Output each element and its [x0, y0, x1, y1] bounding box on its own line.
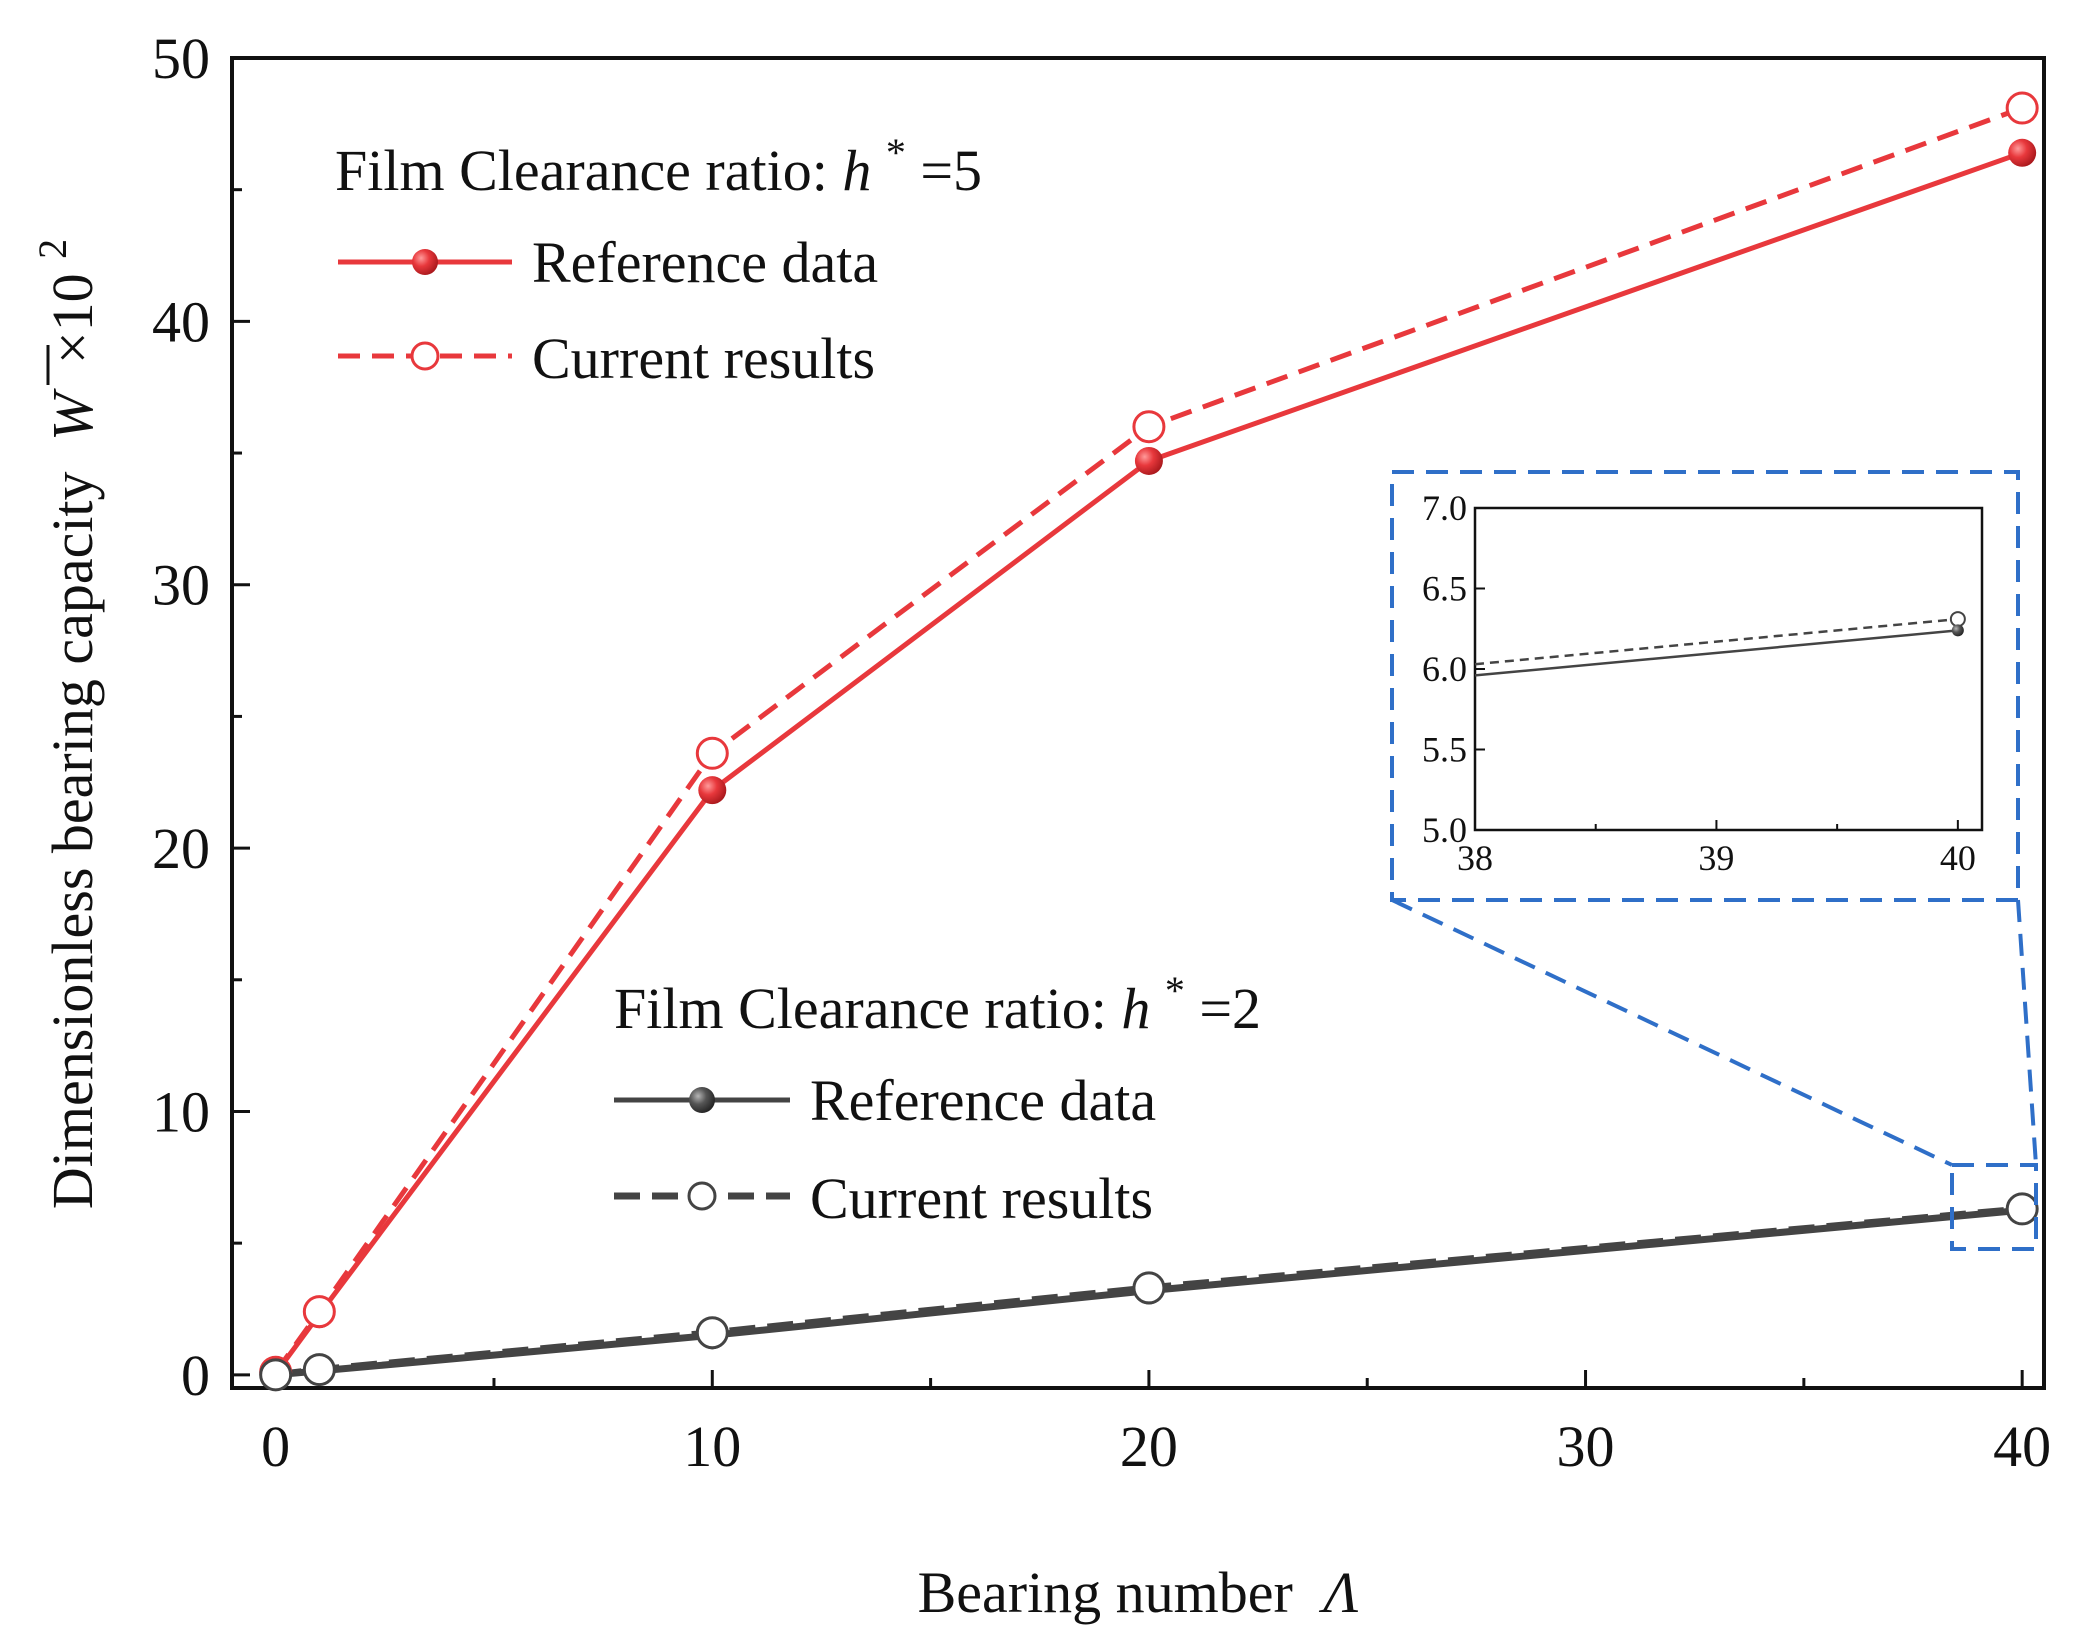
series-1-point: [2005, 91, 2039, 125]
legend-h5-title-symbol: h: [842, 138, 871, 203]
inset-x-tick-label: 38: [1457, 838, 1493, 878]
y-tick-label: 30: [152, 553, 210, 618]
legend-h2-ref-label: Reference data: [810, 1068, 1156, 1133]
legend-h5-title-value: =5: [920, 138, 982, 203]
series-3-point: [1132, 1271, 1166, 1305]
x-axis-label: Bearing number Λ: [918, 1560, 1359, 1625]
inset-outer-frame: [1390, 470, 2020, 902]
legend-h5-ref-marker: [412, 249, 438, 275]
series-3-point: [2005, 1192, 2039, 1226]
inset-series-0-point: [1951, 624, 1964, 637]
y-tick-label: 20: [152, 816, 210, 881]
inset-series-group: [1474, 611, 1966, 677]
legend-h2-title-text: Film Clearance ratio:: [614, 976, 1121, 1041]
legend-h2-ref-marker: [689, 1087, 715, 1113]
plot-frame: [230, 56, 2046, 1390]
series-0-point: [2008, 138, 2037, 167]
series-0-point: [1134, 446, 1163, 475]
x-axis-label-text: Bearing number: [918, 1560, 1293, 1625]
legend-h2-cur-marker: [687, 1181, 717, 1211]
inset-y-tick-label: 6.0: [1422, 649, 1467, 689]
series-3-point: [259, 1358, 293, 1392]
legend-h2-title-sup: *: [1165, 968, 1185, 1013]
inset-x-tick-label: 40: [1940, 838, 1976, 878]
series-3-point: [302, 1353, 336, 1387]
inset-y-tick-label: 6.5: [1422, 569, 1467, 609]
legend-h2-title-value: =2: [1199, 976, 1261, 1041]
series-3-point: [695, 1316, 729, 1350]
main-axes-ticks: 0 10 20 30 40 0 10 20 30 40 50: [152, 26, 2051, 1479]
zoom-indicator: [1390, 470, 2038, 1251]
inset-x-tick-label: 39: [1698, 838, 1734, 878]
y-tick-label: 10: [152, 1079, 210, 1144]
y-axis-label-symbol: W: [40, 388, 105, 441]
x-tick-label: 40: [1993, 1414, 2051, 1479]
legend-h5-title-sup: *: [886, 130, 906, 175]
zoom-callout-line-left: [1391, 898, 1953, 1167]
zoom-region-box: [1950, 1163, 2038, 1251]
x-tick-label: 20: [1120, 1414, 1178, 1479]
inset-frame: [1473, 506, 1984, 832]
legend-h2: Film Clearance ratio: h * =2 Reference d…: [614, 952, 1261, 1231]
legend-h5-title: Film Clearance ratio: h * =5: [335, 114, 982, 203]
legend-h5-cur-label: Current results: [532, 326, 875, 391]
legend-h5: Film Clearance ratio: h * =5 Reference d…: [335, 114, 982, 391]
y-axis-label: Dimensionless bearing capacity W ×10 2: [30, 239, 105, 1209]
legend-h2-title: Film Clearance ratio: h * =2: [614, 952, 1261, 1041]
series-0-point: [698, 776, 727, 805]
inset-series-line-0: [1474, 629, 1959, 677]
y-axis-label-exponent: 2: [30, 239, 75, 259]
y-axis-label-suffix: ×10: [40, 273, 105, 364]
inset-axes-ticks: 38 39 40 5.0 5.5 6.0 6.5 7.0: [1422, 488, 1976, 878]
main-series-group: [259, 91, 2039, 1392]
inset-y-tick-label: 7.0: [1422, 488, 1467, 528]
inset-y-tick-label: 5.0: [1422, 810, 1467, 850]
legend-h5-title-text: Film Clearance ratio:: [335, 138, 842, 203]
series-1-point: [302, 1295, 336, 1329]
y-tick-label: 40: [152, 289, 210, 354]
legend-h5-cur-marker: [410, 341, 440, 371]
y-tick-label: 50: [152, 26, 210, 91]
x-axis-label-symbol: Λ: [1318, 1560, 1358, 1625]
legend-h5-ref-label: Reference data: [532, 230, 878, 295]
series-1-point: [695, 736, 729, 770]
legend-h2-cur-label: Current results: [810, 1166, 1153, 1231]
x-tick-label: 10: [683, 1414, 741, 1479]
inset-series-1-point: [1949, 611, 1966, 628]
inset-y-tick-label: 5.5: [1422, 730, 1467, 770]
series-1-point: [1132, 410, 1166, 444]
x-tick-label: 30: [1557, 1414, 1615, 1479]
y-axis-label-text: Dimensionless bearing capacity: [40, 471, 105, 1209]
zoom-callout-line-right: [2016, 899, 2038, 1166]
x-tick-label: 0: [261, 1414, 290, 1479]
legend-h2-title-symbol: h: [1121, 976, 1150, 1041]
y-tick-label: 0: [181, 1343, 210, 1408]
inset-series-line-1: [1474, 617, 1959, 666]
